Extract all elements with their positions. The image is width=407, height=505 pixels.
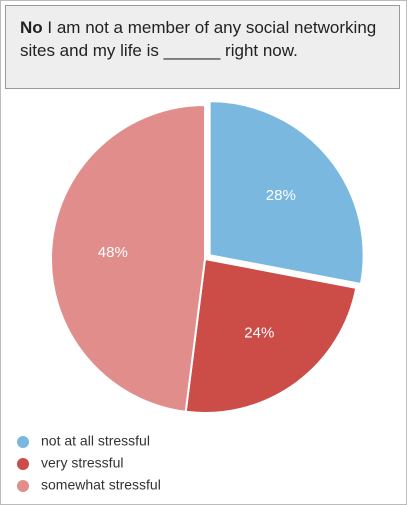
legend-marker [17,436,29,448]
legend-label: not at all stressful [41,433,150,449]
data-label: 28% [266,187,296,204]
legend-marker [17,458,29,470]
chart-title: I am not a member of any social networki… [20,18,377,60]
header: No I am not a member of any social netwo… [5,5,400,89]
legend-label: somewhat stressful [41,477,161,493]
pie-slice [184,257,358,414]
legend-label: very stressful [41,455,123,471]
data-label: 24% [244,325,274,342]
title-lead: No [20,18,43,37]
pie-slice [50,103,206,413]
legend-marker [17,480,29,492]
pie-slice [208,100,365,286]
data-label: 48% [98,244,128,261]
